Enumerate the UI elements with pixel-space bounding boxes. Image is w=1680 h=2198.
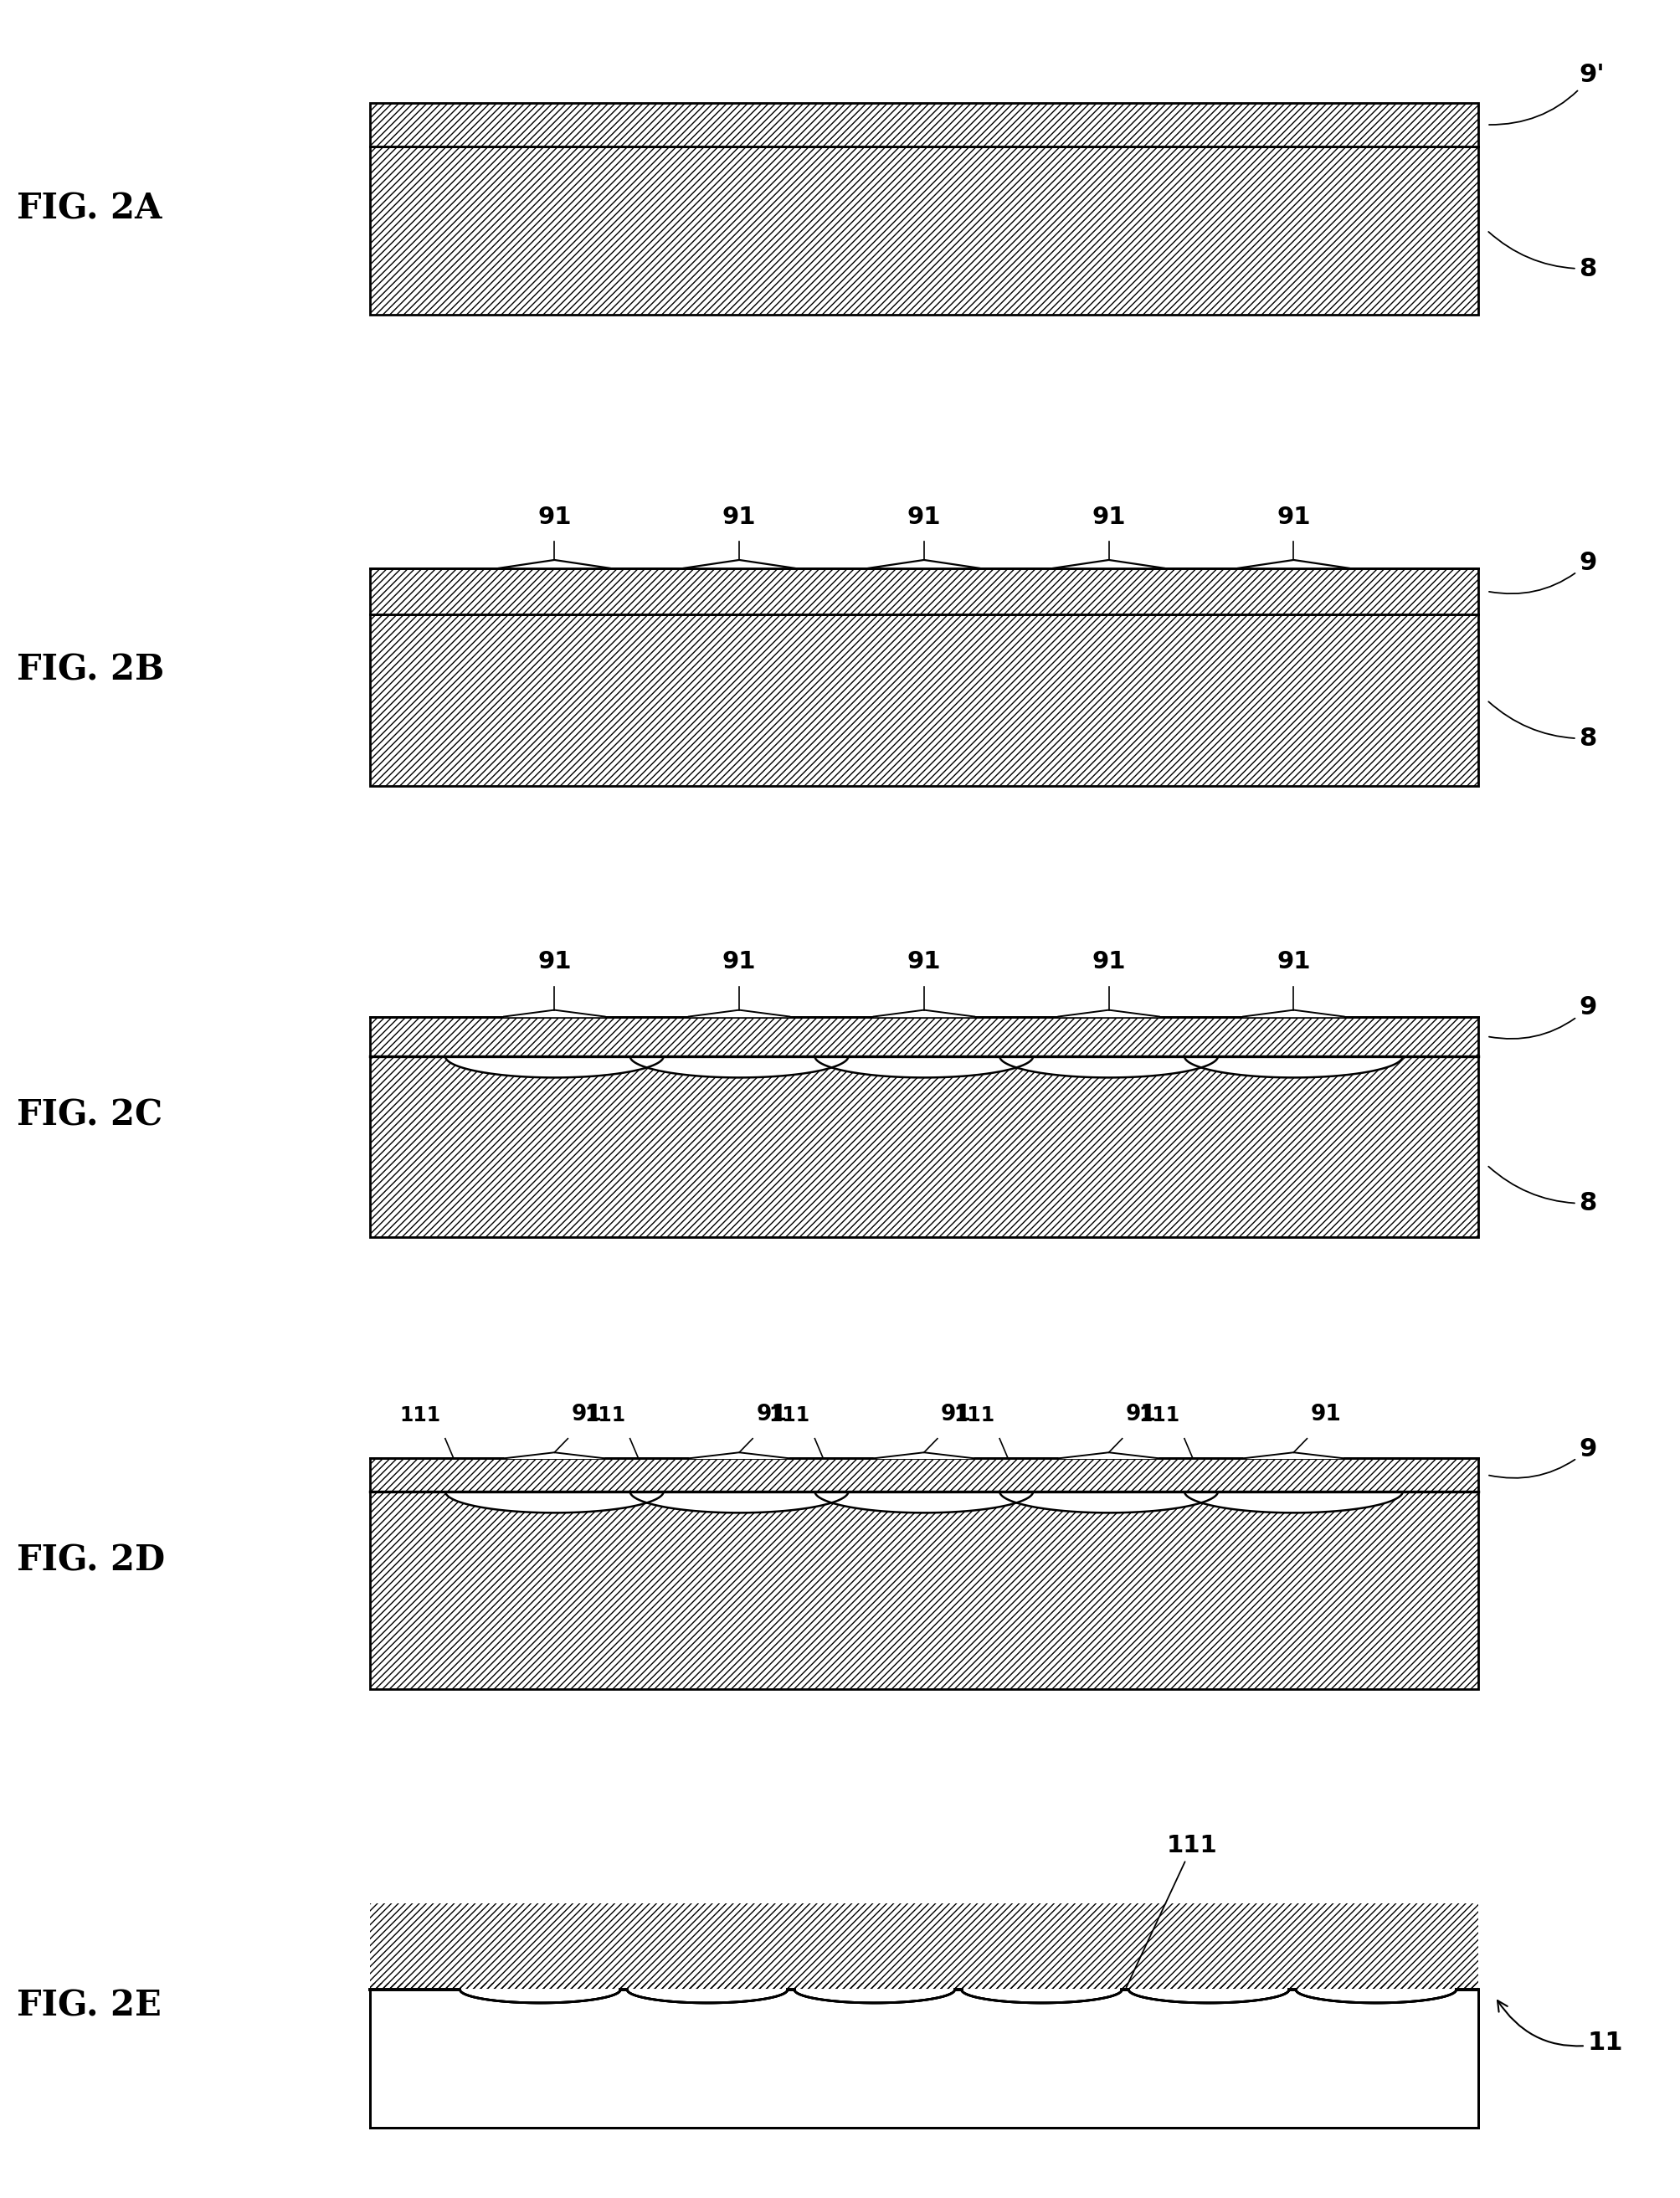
Polygon shape	[874, 1453, 974, 1459]
Polygon shape	[630, 1057, 848, 1077]
Text: 91: 91	[538, 950, 571, 974]
Text: 8: 8	[1488, 231, 1598, 281]
Text: 91: 91	[756, 1405, 786, 1424]
Polygon shape	[370, 1989, 1478, 2128]
Polygon shape	[1129, 1989, 1289, 2002]
Polygon shape	[1243, 1011, 1344, 1015]
Polygon shape	[627, 1989, 788, 2002]
Bar	[370, 103, 1478, 145]
Polygon shape	[689, 1011, 790, 1015]
Text: 91: 91	[1277, 950, 1310, 974]
Text: FIG. 2D: FIG. 2D	[17, 1543, 165, 1578]
Text: 9: 9	[1488, 550, 1598, 593]
Bar	[370, 1057, 1478, 1237]
Text: 91: 91	[571, 1405, 601, 1424]
Polygon shape	[445, 1057, 664, 1077]
Bar	[370, 2005, 1478, 2128]
Polygon shape	[499, 560, 610, 569]
Polygon shape	[1295, 1989, 1457, 2002]
Polygon shape	[1000, 1490, 1218, 1512]
Polygon shape	[1053, 560, 1164, 569]
Polygon shape	[504, 1453, 605, 1459]
Bar	[370, 1490, 1478, 1688]
Text: 9': 9'	[1488, 62, 1604, 125]
Text: 111: 111	[954, 1405, 995, 1424]
Text: 11: 11	[1497, 2000, 1623, 2055]
Bar	[370, 569, 1478, 613]
Polygon shape	[630, 1490, 848, 1512]
Text: 9: 9	[1488, 996, 1598, 1040]
Polygon shape	[961, 1989, 1122, 2002]
Text: 91: 91	[1092, 950, 1126, 974]
Bar	[370, 613, 1478, 787]
Bar	[370, 145, 1478, 314]
Polygon shape	[1058, 1011, 1159, 1015]
Polygon shape	[1184, 1057, 1403, 1077]
Polygon shape	[460, 1989, 620, 2002]
Bar	[370, 1903, 1478, 2128]
Bar	[370, 1459, 1478, 1490]
Text: 91: 91	[722, 506, 756, 530]
Polygon shape	[1238, 560, 1349, 569]
Polygon shape	[795, 1989, 954, 2002]
Polygon shape	[815, 1057, 1033, 1077]
Text: 111: 111	[769, 1405, 810, 1424]
Polygon shape	[460, 1989, 620, 2002]
Polygon shape	[689, 1453, 790, 1459]
Polygon shape	[684, 560, 795, 569]
Text: 8: 8	[1488, 701, 1598, 752]
Polygon shape	[815, 1490, 1033, 1512]
Text: 91: 91	[1310, 1405, 1341, 1424]
Bar	[370, 1983, 1478, 2128]
Text: 91: 91	[907, 506, 941, 530]
Polygon shape	[1058, 1453, 1159, 1459]
Text: 111: 111	[1139, 1405, 1179, 1424]
Polygon shape	[869, 560, 979, 569]
Text: 111: 111	[400, 1405, 440, 1424]
Bar	[370, 1015, 1478, 1057]
Polygon shape	[504, 1011, 605, 1015]
Text: FIG. 2C: FIG. 2C	[17, 1099, 163, 1132]
Text: 91: 91	[1092, 506, 1126, 530]
Polygon shape	[627, 1989, 788, 2002]
Text: 91: 91	[538, 506, 571, 530]
Text: 91: 91	[1277, 506, 1310, 530]
Polygon shape	[1243, 1453, 1344, 1459]
Polygon shape	[445, 1490, 664, 1512]
Polygon shape	[795, 1989, 954, 2002]
Text: 91: 91	[941, 1405, 971, 1424]
Polygon shape	[370, 1989, 1478, 2128]
Text: FIG. 2E: FIG. 2E	[17, 1989, 161, 2022]
Text: 111: 111	[1126, 1833, 1218, 1987]
Polygon shape	[1184, 1490, 1403, 1512]
Polygon shape	[874, 1011, 974, 1015]
Text: 9: 9	[1488, 1437, 1598, 1477]
Bar	[370, 1987, 1478, 2128]
Text: 91: 91	[722, 950, 756, 974]
Polygon shape	[961, 1989, 1122, 2002]
Polygon shape	[1129, 1989, 1289, 2002]
Text: FIG. 2A: FIG. 2A	[17, 191, 161, 226]
Text: 91: 91	[1126, 1405, 1156, 1424]
Text: 111: 111	[585, 1405, 625, 1424]
Text: 91: 91	[907, 950, 941, 974]
Text: 8: 8	[1488, 1167, 1598, 1215]
Polygon shape	[1000, 1057, 1218, 1077]
Polygon shape	[1295, 1989, 1457, 2002]
Text: FIG. 2B: FIG. 2B	[17, 653, 165, 688]
